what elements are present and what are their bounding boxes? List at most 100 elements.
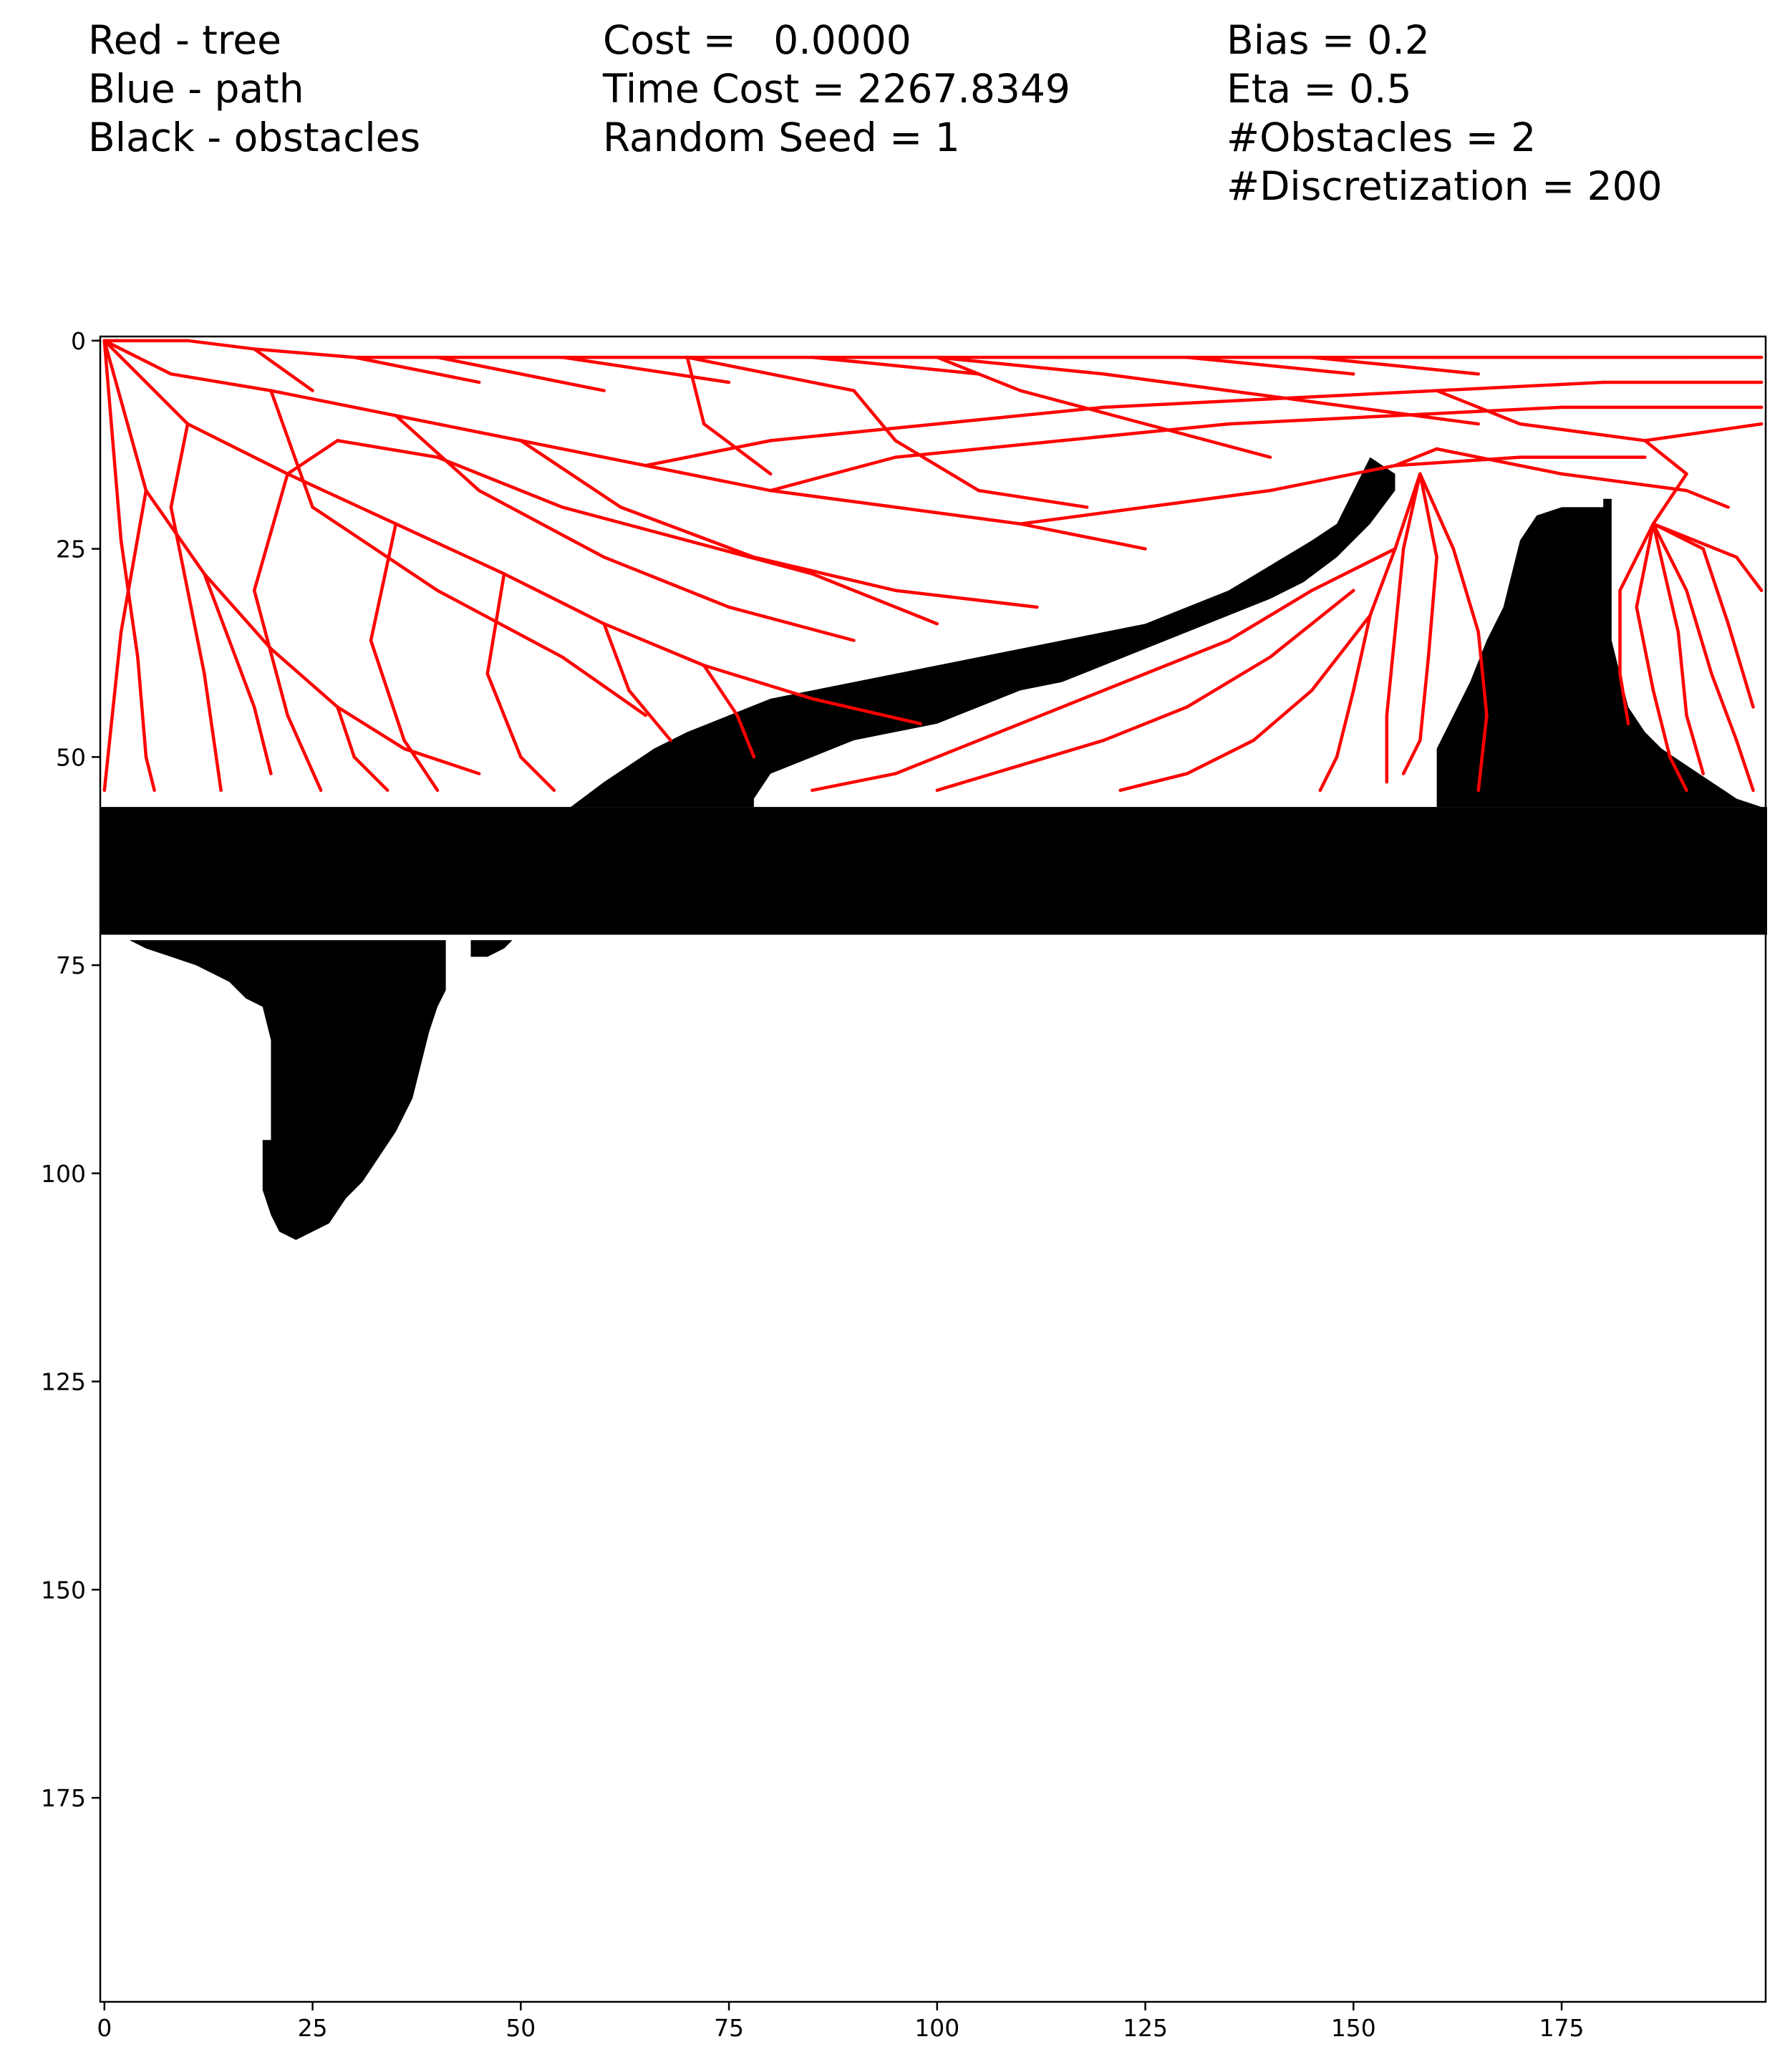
tree-edge (1368, 547, 1397, 617)
tree-edge (1476, 630, 1489, 717)
tree-edge (1735, 738, 1755, 793)
tree-edge (619, 505, 756, 559)
tree-edge (519, 755, 556, 793)
tree-edge (102, 339, 190, 426)
tree-edge (935, 763, 1022, 793)
tree-edge (169, 372, 273, 392)
tree-edge (502, 572, 606, 626)
tree-edge (1643, 439, 1688, 476)
x-tick-label: 175 (1539, 2014, 1585, 2042)
tree-edge (1393, 455, 1522, 468)
tree-edge (1018, 389, 1147, 426)
tree-edge (269, 389, 314, 509)
tree-edge (369, 522, 398, 642)
tree-edge (1651, 522, 1680, 634)
tree-edge (136, 655, 148, 759)
tree-edge (185, 422, 289, 476)
tree-edge (1685, 488, 1730, 509)
tree-edge (727, 605, 856, 642)
tree-edge (602, 621, 706, 667)
tree-edge (1268, 589, 1355, 659)
tree-edge (1643, 422, 1764, 442)
time-cost-text: Time Cost = 2267.8349 (603, 66, 1070, 112)
tree-edge (977, 705, 1064, 742)
tree-edge (252, 347, 356, 359)
tree-edge (1385, 630, 1397, 717)
tree-edge (561, 355, 731, 384)
tree-edge (1352, 614, 1372, 692)
legend-line-obstacles: Black - obstacles (88, 115, 421, 160)
tree-edge (1651, 522, 1706, 551)
tree-edge (336, 439, 440, 459)
tree-edge (1060, 422, 1231, 442)
tree-edge (1318, 755, 1339, 793)
tree-edge (102, 339, 173, 376)
tree-edge (169, 505, 206, 676)
tree-edge (702, 664, 739, 717)
tree-edge (852, 389, 897, 442)
x-tick-label: 0 (97, 2014, 112, 2042)
tree-edge (811, 355, 981, 376)
y-tick-label: 50 (56, 743, 86, 771)
tree-edge (1185, 738, 1256, 775)
bias-text: Bias = 0.2 (1227, 17, 1430, 63)
tree-edge (561, 505, 690, 543)
tree-edge (1651, 522, 1688, 592)
tree-edge (1685, 589, 1713, 676)
tree-edge (1185, 355, 1355, 376)
tree-edge (685, 355, 856, 392)
tree-edge (519, 439, 623, 509)
tree-edge (1102, 397, 1272, 410)
tree-edge (1710, 672, 1738, 742)
tree-edge (752, 555, 897, 592)
tree-edge (1451, 547, 1481, 634)
tree-edge (402, 747, 481, 775)
tree-edge (1418, 472, 1438, 559)
tree-edge (1401, 472, 1422, 551)
tree-edge (394, 414, 523, 442)
tree-edge (286, 472, 398, 526)
tree-edge (1393, 447, 1438, 468)
tree-edge (144, 755, 156, 793)
run-info-block: Cost = 0.0000 Time Cost = 2267.8349 Rand… (603, 16, 1070, 162)
tree-edge (627, 689, 672, 742)
tree-edge (894, 738, 981, 775)
tree-edge (1143, 488, 1272, 509)
y-tick-label: 100 (41, 1160, 86, 1188)
tree-edge (977, 488, 1089, 509)
tree-edge (1726, 621, 1755, 709)
tree-edge (1227, 414, 1397, 426)
tree-edge (435, 355, 606, 392)
cost-text: Cost = 0.0000 (603, 17, 911, 63)
tree-edge (1060, 672, 1147, 709)
tree-edge (1268, 464, 1397, 493)
tree-edge (1685, 713, 1706, 775)
tree-edge (1018, 738, 1106, 768)
discretization-text: #Discretization = 200 (1227, 163, 1663, 209)
tree-edge (252, 472, 289, 592)
tree-edge (1635, 605, 1655, 692)
legend-line-path: Blue - path (88, 66, 304, 112)
tree-edge (394, 414, 481, 493)
tree-edge (1102, 372, 1231, 392)
tree-edge (1676, 630, 1688, 717)
tree-edge (1335, 689, 1355, 759)
tree-edge (768, 488, 897, 509)
tree-edge (119, 488, 148, 634)
tree-edge (252, 589, 289, 717)
x-tick-label: 125 (1123, 2014, 1168, 2042)
legend-text-block: Red - tree Blue - path Black - obstacles (88, 16, 420, 162)
tree-edge (1185, 655, 1272, 709)
x-tick-label: 150 (1331, 2014, 1376, 2042)
y-tick-label: 25 (56, 536, 86, 563)
tree-edge (735, 713, 756, 759)
y-tick-label: 75 (56, 952, 86, 979)
tree-edge (1393, 405, 1564, 417)
tree-edge (894, 589, 1039, 609)
x-tick-label: 25 (298, 2014, 328, 2042)
tree-edge (102, 630, 123, 793)
tree-edge (477, 488, 606, 559)
tree-edge (1102, 705, 1189, 742)
tree-edge (1435, 389, 1522, 426)
